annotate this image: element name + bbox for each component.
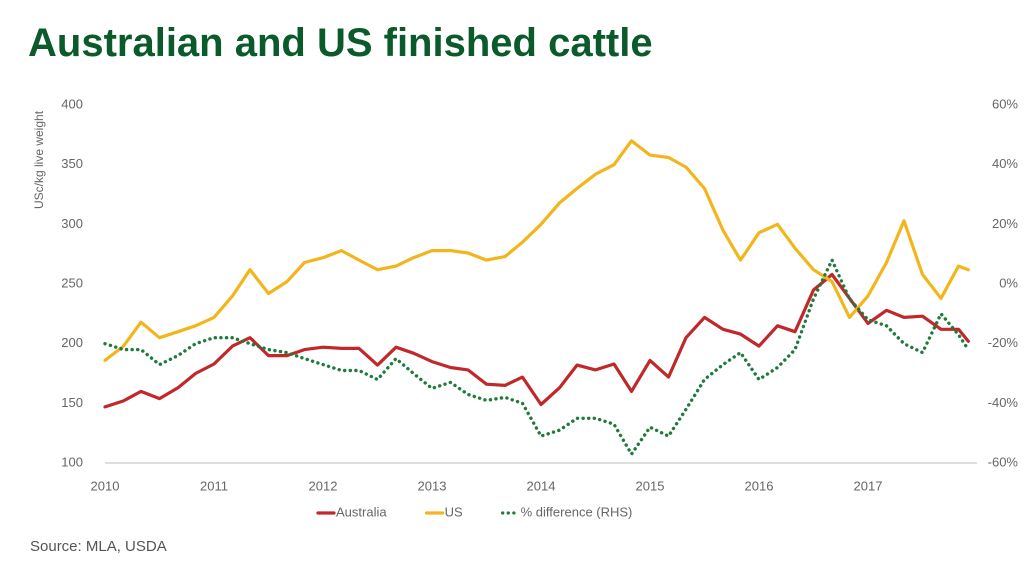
x-tick-label: 2015 — [636, 478, 665, 493]
y-tick-label: 100 — [61, 454, 83, 469]
x-tick-label: 2010 — [91, 478, 120, 493]
y-tick-label: 200 — [61, 335, 83, 350]
legend-label: % difference (RHS) — [521, 504, 633, 519]
y2-tick-label: -40% — [988, 395, 1019, 410]
x-tick-label: 2011 — [200, 478, 228, 493]
series-line — [103, 139, 970, 362]
x-tick-label: 2012 — [309, 478, 338, 493]
y2-tick-label: -60% — [988, 454, 1019, 469]
y-tick-label: 150 — [61, 395, 83, 410]
y2-tick-label: 20% — [992, 216, 1018, 231]
x-tick-label: 2013 — [418, 478, 447, 493]
chart-title: Australian and US finished cattle — [28, 21, 653, 65]
y2-tick-label: 60% — [992, 96, 1018, 111]
y2-tick-label: 40% — [992, 156, 1018, 171]
y-tick-label: 300 — [61, 216, 83, 231]
y-tick-label: 400 — [61, 96, 83, 111]
x-tick-label: 2014 — [527, 478, 556, 493]
y-tick-label: 350 — [61, 156, 83, 171]
y2-tick-label: 0% — [999, 275, 1018, 290]
series-line — [103, 272, 970, 409]
x-tick-label: 2017 — [854, 478, 883, 493]
legend-label: US — [445, 504, 463, 519]
series-line — [103, 258, 970, 456]
x-tick-label: 2016 — [745, 478, 774, 493]
y-tick-label: 250 — [61, 275, 83, 290]
legend-label: Australia — [336, 504, 387, 519]
y-axis-label: USc/kg live weight — [32, 110, 46, 209]
source: Source: MLA, USDA — [30, 538, 167, 555]
y2-tick-label: -20% — [988, 335, 1019, 350]
